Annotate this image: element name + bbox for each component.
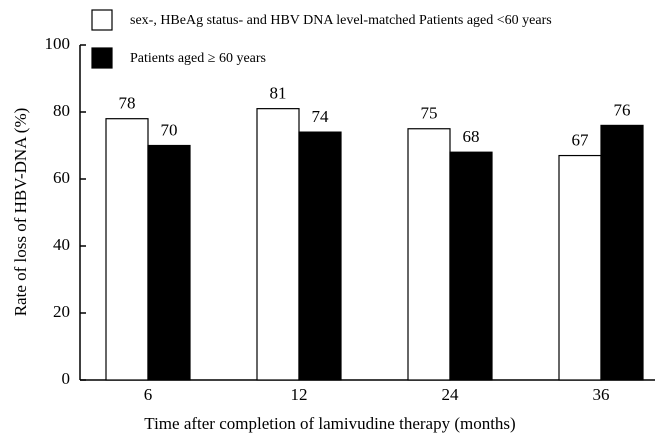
value-label: 68 <box>463 127 480 146</box>
x-tick-label: 6 <box>144 385 153 404</box>
bar <box>256 108 300 381</box>
x-tick-label: 24 <box>442 385 460 404</box>
value-label: 81 <box>270 84 287 103</box>
value-label: 75 <box>421 104 438 123</box>
y-axis-label: Rate of loss of HBV-DNA (%) <box>11 108 30 317</box>
value-label: 67 <box>572 130 590 149</box>
legend-swatch <box>91 47 113 69</box>
y-tick-label: 0 <box>62 369 71 388</box>
legend-label: sex-, HBeAg status- and HBV DNA level-ma… <box>130 13 552 28</box>
bar <box>298 131 342 381</box>
bar <box>600 124 644 381</box>
x-axis-label: Time after completion of lamivudine ther… <box>144 414 515 433</box>
value-label: 70 <box>161 120 178 139</box>
bar <box>105 118 149 381</box>
y-tick-label: 20 <box>53 302 70 321</box>
value-label: 78 <box>119 94 136 113</box>
value-label: 76 <box>614 100 631 119</box>
y-tick-label: 60 <box>53 168 70 187</box>
legend-label: Patients aged ≥ 60 years <box>130 51 266 66</box>
x-tick-label: 12 <box>291 385 308 404</box>
bar <box>449 151 493 381</box>
bar <box>558 154 602 381</box>
legend-swatch <box>91 9 113 31</box>
y-tick-label: 100 <box>45 34 71 53</box>
bar <box>147 144 191 381</box>
y-tick-label: 40 <box>53 235 70 254</box>
x-tick-label: 36 <box>593 385 610 404</box>
bar <box>407 128 451 381</box>
value-label: 74 <box>312 107 330 126</box>
y-tick-label: 80 <box>53 101 70 120</box>
